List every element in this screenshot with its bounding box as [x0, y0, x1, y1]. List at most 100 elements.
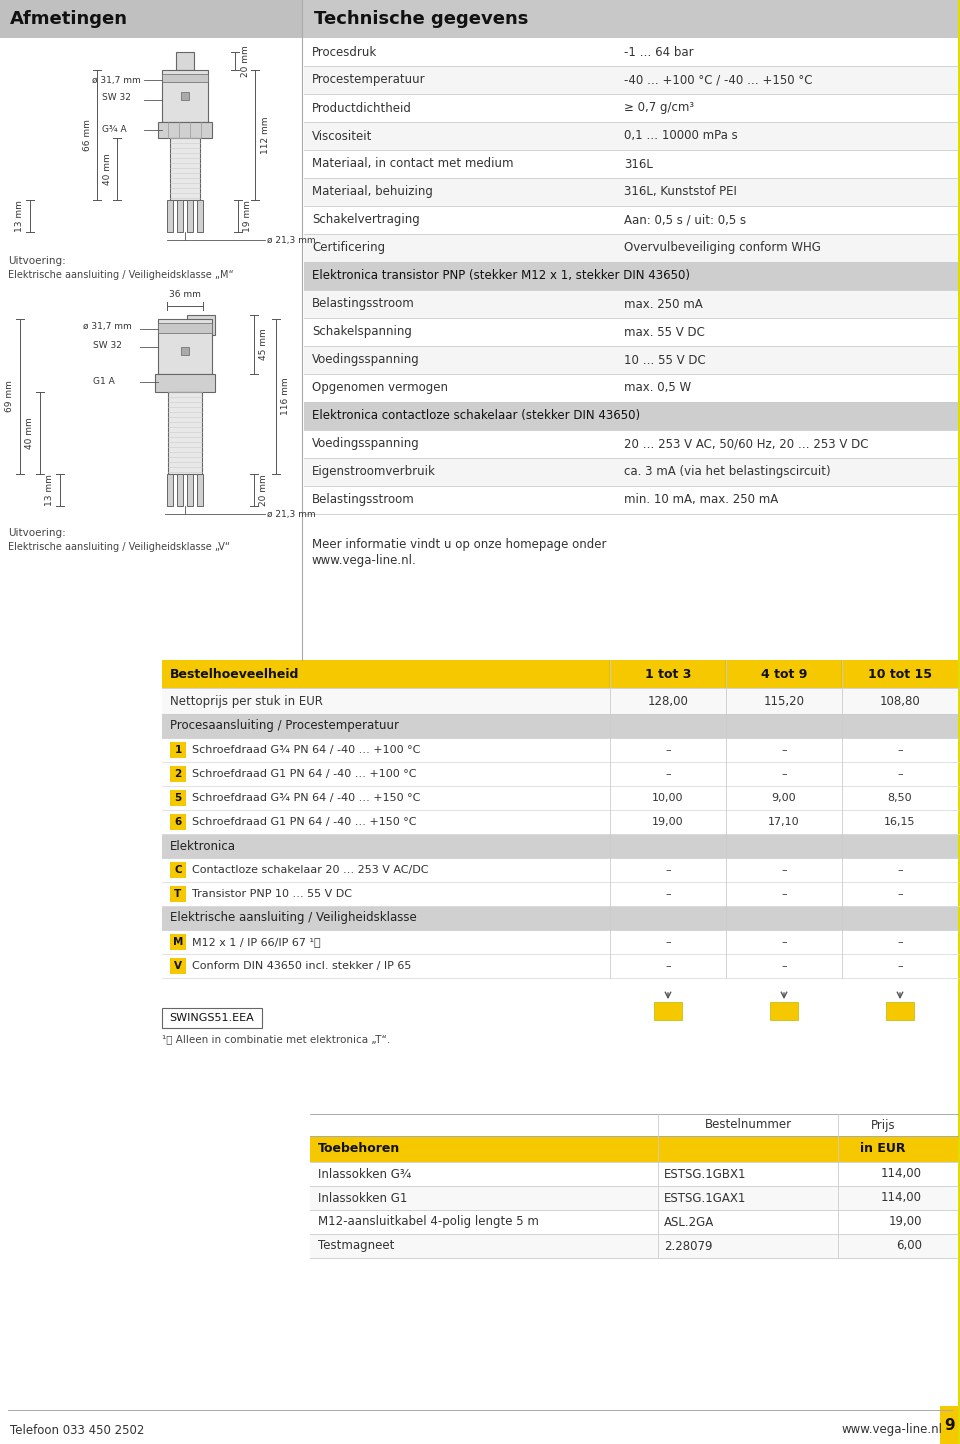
- Text: 5: 5: [175, 793, 181, 803]
- Text: Elektronica: Elektronica: [170, 839, 236, 852]
- Bar: [162, 713, 960, 738]
- Text: Bestelhoeveelheid: Bestelhoeveelheid: [170, 667, 300, 680]
- Text: Procestemperatuur: Procestemperatuur: [312, 74, 425, 87]
- Bar: [162, 762, 960, 786]
- Bar: [167, 474, 173, 505]
- Text: Elektronica contactloze schakelaar (stekker DIN 43650): Elektronica contactloze schakelaar (stek…: [312, 410, 640, 423]
- Bar: [162, 930, 960, 954]
- Text: –: –: [665, 937, 671, 947]
- Bar: [304, 94, 958, 121]
- Text: 10 tot 15: 10 tot 15: [868, 667, 932, 680]
- Bar: [155, 374, 215, 391]
- Bar: [310, 1162, 958, 1186]
- Bar: [197, 201, 203, 232]
- Text: Nettoprijs per stuk in EUR: Nettoprijs per stuk in EUR: [170, 695, 323, 708]
- Text: ø 31,7 mm: ø 31,7 mm: [83, 322, 132, 332]
- Text: 316L: 316L: [624, 157, 653, 170]
- Bar: [304, 347, 958, 374]
- Text: Meer informatie vindt u op onze homepage onder: Meer informatie vindt u op onze homepage…: [312, 539, 607, 552]
- Text: www.vega-line.nl.: www.vega-line.nl.: [312, 554, 417, 567]
- Bar: [170, 139, 200, 201]
- Text: ca. 3 mA (via het belastingscircuit): ca. 3 mA (via het belastingscircuit): [624, 465, 830, 478]
- Text: 0,1 … 10000 mPa s: 0,1 … 10000 mPa s: [624, 130, 737, 143]
- Bar: [162, 835, 960, 858]
- Text: 36 mm: 36 mm: [169, 290, 201, 299]
- Text: 40 mm: 40 mm: [103, 153, 111, 185]
- Bar: [841, 660, 842, 687]
- Text: Schroefdraad G¾ PN 64 / -40 … +100 °C: Schroefdraad G¾ PN 64 / -40 … +100 °C: [192, 745, 420, 755]
- Text: 17,10: 17,10: [768, 817, 800, 827]
- Text: 2: 2: [175, 770, 181, 778]
- Text: 10,00: 10,00: [652, 793, 684, 803]
- Bar: [310, 1210, 958, 1235]
- Text: –: –: [781, 865, 787, 875]
- Text: 6: 6: [175, 817, 181, 827]
- Bar: [176, 52, 194, 69]
- Text: Eigenstroomverbruik: Eigenstroomverbruik: [312, 465, 436, 478]
- Text: –: –: [781, 770, 787, 778]
- Bar: [770, 1002, 798, 1019]
- Text: Inlassokken G1: Inlassokken G1: [318, 1191, 407, 1204]
- Text: Belastingsstroom: Belastingsstroom: [312, 494, 415, 507]
- Text: SWINGS51.EEA: SWINGS51.EEA: [170, 1014, 254, 1022]
- Text: –: –: [665, 962, 671, 970]
- Text: min. 10 mA, max. 250 mA: min. 10 mA, max. 250 mA: [624, 494, 779, 507]
- Bar: [310, 1235, 958, 1258]
- Bar: [162, 905, 960, 930]
- Bar: [162, 882, 960, 905]
- Text: V: V: [174, 962, 182, 970]
- Text: Voedingsspanning: Voedingsspanning: [312, 438, 420, 451]
- Bar: [304, 178, 958, 206]
- Text: Uitvoering:: Uitvoering:: [8, 529, 65, 539]
- Text: 115,20: 115,20: [763, 695, 804, 708]
- Text: Certificering: Certificering: [312, 241, 385, 254]
- Bar: [170, 957, 186, 975]
- Text: 45 mm: 45 mm: [259, 329, 269, 361]
- Bar: [304, 401, 958, 430]
- Bar: [168, 391, 202, 474]
- Text: Procesdruk: Procesdruk: [312, 46, 377, 59]
- Text: M: M: [173, 937, 183, 947]
- Text: –: –: [898, 937, 902, 947]
- Bar: [170, 742, 186, 758]
- Text: –: –: [665, 770, 671, 778]
- Bar: [304, 458, 958, 487]
- Text: Schroefdraad G¾ PN 64 / -40 … +150 °C: Schroefdraad G¾ PN 64 / -40 … +150 °C: [192, 793, 420, 803]
- Text: M12 x 1 / IP 66/IP 67 ¹⧩: M12 x 1 / IP 66/IP 67 ¹⧩: [192, 937, 321, 947]
- Text: Schroefdraad G1 PN 64 / -40 … +100 °C: Schroefdraad G1 PN 64 / -40 … +100 °C: [192, 770, 417, 778]
- Text: 1: 1: [175, 745, 181, 755]
- Text: –: –: [781, 962, 787, 970]
- Text: G1 A: G1 A: [93, 377, 115, 387]
- Bar: [304, 234, 958, 261]
- Text: Elektrische aansluiting / Veiligheidsklasse „V“: Elektrische aansluiting / Veiligheidskla…: [8, 542, 230, 552]
- Bar: [304, 318, 958, 347]
- Text: 69 mm: 69 mm: [6, 381, 14, 413]
- Bar: [170, 887, 186, 902]
- Text: max. 55 V DC: max. 55 V DC: [624, 325, 705, 338]
- Bar: [158, 121, 212, 139]
- Text: –: –: [781, 937, 787, 947]
- Text: 40 mm: 40 mm: [26, 417, 35, 449]
- Text: 20 mm: 20 mm: [241, 45, 250, 77]
- Text: ≥ 0,7 g/cm³: ≥ 0,7 g/cm³: [624, 101, 694, 114]
- Text: Contactloze schakelaar 20 … 253 V AC/DC: Contactloze schakelaar 20 … 253 V AC/DC: [192, 865, 428, 875]
- Text: 4 tot 9: 4 tot 9: [761, 667, 807, 680]
- Text: 8,50: 8,50: [888, 793, 912, 803]
- Text: Voedingsspanning: Voedingsspanning: [312, 354, 420, 367]
- Text: ESTSG.1GBX1: ESTSG.1GBX1: [664, 1168, 747, 1181]
- Bar: [304, 121, 958, 150]
- Bar: [304, 261, 958, 290]
- Bar: [177, 474, 183, 505]
- Bar: [187, 315, 215, 335]
- Bar: [187, 474, 193, 505]
- Text: ø 31,7 mm: ø 31,7 mm: [92, 75, 141, 85]
- Text: 114,00: 114,00: [881, 1191, 922, 1204]
- Text: Afmetingen: Afmetingen: [10, 10, 128, 27]
- Text: Materiaal, in contact met medium: Materiaal, in contact met medium: [312, 157, 514, 170]
- Text: Testmagneet: Testmagneet: [318, 1239, 395, 1252]
- Text: 6,00: 6,00: [896, 1239, 922, 1252]
- Text: –: –: [898, 890, 902, 900]
- Text: –: –: [898, 865, 902, 875]
- Text: Schakelvertraging: Schakelvertraging: [312, 214, 420, 227]
- Text: Conform DIN 43650 incl. stekker / IP 65: Conform DIN 43650 incl. stekker / IP 65: [192, 962, 412, 970]
